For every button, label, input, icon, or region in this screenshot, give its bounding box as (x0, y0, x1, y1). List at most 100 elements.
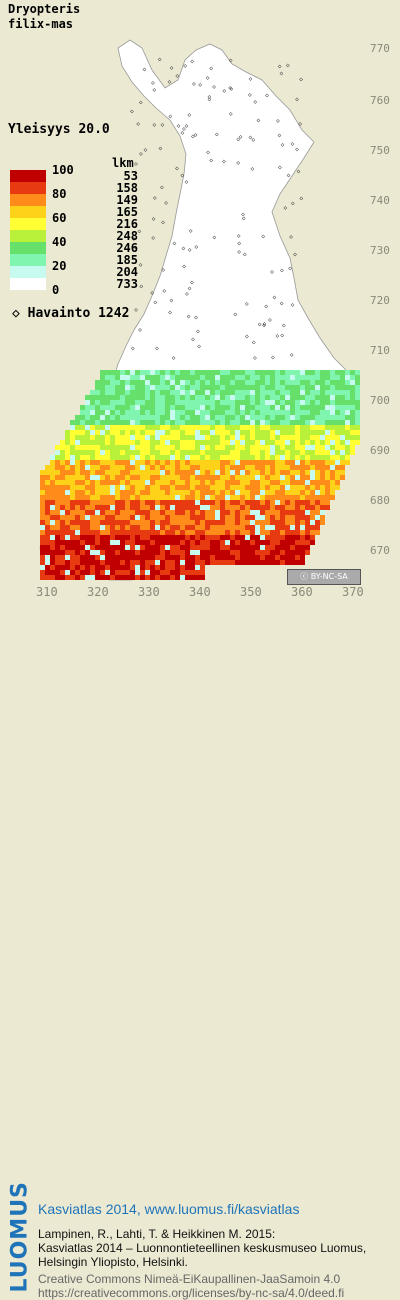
grid-cell (130, 520, 135, 525)
grid-cell (250, 480, 255, 485)
grid-cell (340, 455, 345, 460)
grid-cell (300, 515, 305, 520)
grid-cell (105, 490, 110, 495)
grid-cell (230, 430, 235, 435)
observation-diamond: ◇ (248, 92, 252, 99)
grid-cell (310, 425, 315, 430)
grid-cell (220, 460, 225, 465)
grid-cell (140, 480, 145, 485)
grid-cell (95, 545, 100, 550)
observation-diamond: ◇ (168, 309, 172, 316)
grid-cell (295, 525, 300, 530)
grid-cell (165, 555, 170, 560)
grid-cell (320, 430, 325, 435)
grid-cell (45, 515, 50, 520)
grid-cell (75, 500, 80, 505)
grid-cell (245, 405, 250, 410)
grid-cell (205, 505, 210, 510)
grid-cell (130, 420, 135, 425)
grid-cell (315, 480, 320, 485)
grid-cell (275, 395, 280, 400)
grid-cell (50, 565, 55, 570)
grid-cell (50, 535, 55, 540)
grid-cell (110, 485, 115, 490)
grid-cell (230, 385, 235, 390)
grid-cell (280, 525, 285, 530)
grid-cell (85, 570, 90, 575)
grid-cell (145, 400, 150, 405)
grid-cell (130, 380, 135, 385)
observation-diamond: ◇ (173, 240, 177, 247)
grid-cell (90, 450, 95, 455)
grid-cell (295, 475, 300, 480)
grid-cell (115, 520, 120, 525)
grid-cell (225, 460, 230, 465)
grid-cell (75, 470, 80, 475)
license-url[interactable]: https://creativecommons.org/licenses/by-… (38, 1286, 345, 1300)
grid-cell (55, 575, 60, 580)
cc-license-badge[interactable]: ⓒ BY-NC-SA (287, 569, 361, 585)
grid-cell (140, 525, 145, 530)
observation-diamond: ◇ (161, 267, 165, 274)
kasviatlas-link[interactable]: Kasviatlas 2014, www.luomus.fi/kasviatla… (38, 1201, 300, 1217)
grid-cell (120, 550, 125, 555)
grid-cell (325, 430, 330, 435)
grid-cell (275, 490, 280, 495)
grid-cell (85, 565, 90, 570)
grid-cell (310, 530, 315, 535)
grid-cell (245, 515, 250, 520)
grid-cell (40, 515, 45, 520)
grid-cell (60, 570, 65, 575)
grid-cell (160, 550, 165, 555)
grid-cell (250, 400, 255, 405)
grid-cell (220, 375, 225, 380)
grid-cell (110, 495, 115, 500)
grid-cell (40, 485, 45, 490)
grid-cell (65, 465, 70, 470)
grid-cell (45, 500, 50, 505)
grid-cell (70, 420, 75, 425)
grid-cell (320, 425, 325, 430)
grid-cell (240, 505, 245, 510)
grid-cell (190, 575, 195, 580)
grid-cell (155, 490, 160, 495)
grid-cell (115, 435, 120, 440)
grid-cell (120, 495, 125, 500)
observation-diamond: ◇ (252, 137, 256, 144)
grid-cell (235, 445, 240, 450)
grid-cell (60, 575, 65, 580)
grid-cell (105, 390, 110, 395)
grid-cell (230, 545, 235, 550)
grid-cell (295, 480, 300, 485)
grid-cell (200, 520, 205, 525)
grid-cell (270, 455, 275, 460)
grid-cell (95, 460, 100, 465)
grid-cell (290, 420, 295, 425)
grid-cell (355, 375, 360, 380)
grid-cell (65, 490, 70, 495)
grid-cell (270, 415, 275, 420)
grid-cell (205, 390, 210, 395)
grid-cell (275, 515, 280, 520)
grid-cell (295, 375, 300, 380)
grid-cell (145, 390, 150, 395)
grid-cell (90, 400, 95, 405)
grid-cell (230, 420, 235, 425)
grid-cell (180, 495, 185, 500)
grid-cell (215, 560, 220, 565)
grid-cell (120, 545, 125, 550)
grid-cell (150, 545, 155, 550)
grid-cell (150, 430, 155, 435)
grid-cell (210, 555, 215, 560)
grid-cell (265, 455, 270, 460)
observation-diamond: ◇ (263, 320, 267, 327)
grid-cell (130, 550, 135, 555)
grid-cell (140, 495, 145, 500)
grid-cell (140, 465, 145, 470)
grid-cell (125, 505, 130, 510)
grid-cell (200, 500, 205, 505)
grid-cell (205, 525, 210, 530)
observation-diamond: ◇ (188, 246, 192, 253)
grid-cell (245, 560, 250, 565)
grid-cell (165, 575, 170, 580)
